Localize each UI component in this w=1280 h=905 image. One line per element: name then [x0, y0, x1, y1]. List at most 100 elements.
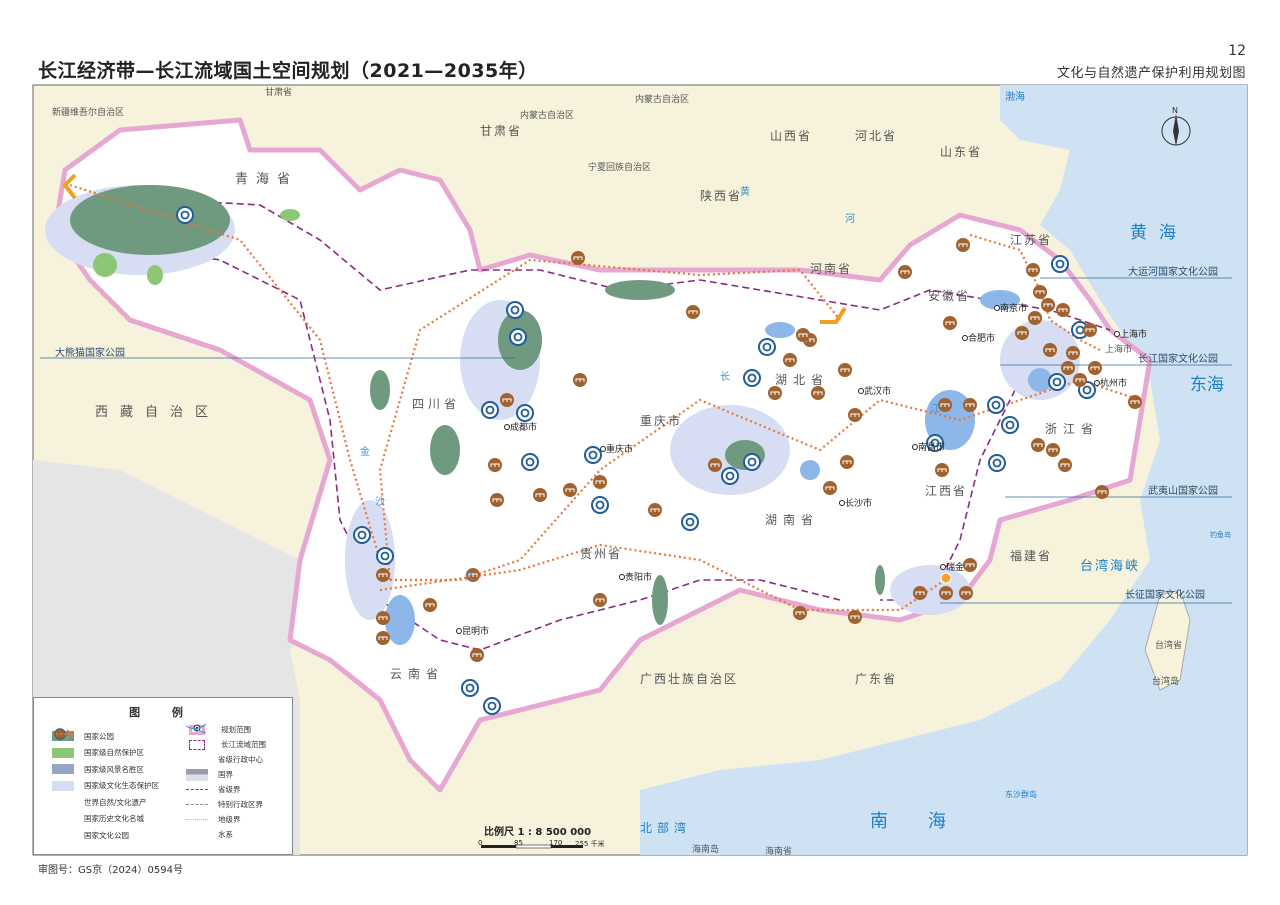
- historic-city-icon[interactable]: [1026, 263, 1040, 277]
- historic-city-icon[interactable]: [793, 606, 807, 620]
- historic-city-icon[interactable]: [848, 610, 862, 624]
- world-heritage-icon[interactable]: [721, 467, 739, 485]
- historic-city-icon[interactable]: [1083, 323, 1097, 337]
- historic-city-icon[interactable]: [1066, 346, 1080, 360]
- historic-city-icon[interactable]: [913, 586, 927, 600]
- world-heritage-icon[interactable]: [521, 453, 539, 471]
- historic-city-icon[interactable]: [963, 558, 977, 572]
- historic-city-icon[interactable]: [488, 458, 502, 472]
- world-heritage-icon[interactable]: [1051, 255, 1069, 273]
- historic-city-icon[interactable]: [423, 598, 437, 612]
- world-heritage-icon: [52, 728, 74, 807]
- capital-dot-icon: [186, 724, 208, 765]
- historic-city-icon[interactable]: [959, 586, 973, 600]
- historic-city-icon[interactable]: [1046, 443, 1060, 457]
- world-heritage-icon[interactable]: [591, 496, 609, 514]
- historic-city-icon[interactable]: [376, 631, 390, 645]
- historic-city-icon[interactable]: [470, 648, 484, 662]
- taiwan-island: [1144, 589, 1191, 691]
- world-heritage-icon[interactable]: [176, 206, 194, 224]
- historic-city-icon[interactable]: [648, 503, 662, 517]
- historic-city-icon[interactable]: [956, 238, 970, 252]
- national-park-area: [70, 185, 230, 255]
- historic-city-icon[interactable]: [1061, 361, 1075, 375]
- historic-city-icon[interactable]: [571, 251, 585, 265]
- world-heritage-icon[interactable]: [987, 396, 1005, 414]
- historic-city-icon[interactable]: [563, 483, 577, 497]
- world-heritage-icon[interactable]: [376, 547, 394, 565]
- historic-city-icon[interactable]: [708, 458, 722, 472]
- river-label: 金: [360, 445, 370, 458]
- province-label: 台湾岛: [1152, 675, 1179, 687]
- historic-city-icon[interactable]: [573, 373, 587, 387]
- historic-city-icon[interactable]: [1088, 361, 1102, 375]
- historic-city-icon[interactable]: [963, 398, 977, 412]
- world-heritage-icon[interactable]: [483, 697, 501, 715]
- capital-dot-icon: [839, 500, 845, 506]
- province-label: 新疆维吾尔自治区: [52, 106, 124, 118]
- world-heritage-icon[interactable]: [681, 513, 699, 531]
- historic-city-icon[interactable]: [1033, 285, 1047, 299]
- historic-city-icon[interactable]: [686, 305, 700, 319]
- historic-city-icon[interactable]: [939, 586, 953, 600]
- world-heritage-icon[interactable]: [584, 446, 602, 464]
- capital-dot-icon: [456, 628, 462, 634]
- historic-city-icon[interactable]: [533, 488, 547, 502]
- historic-city-icon[interactable]: [783, 353, 797, 367]
- historic-city-icon[interactable]: [376, 611, 390, 625]
- province-label: 海南省: [765, 845, 792, 857]
- historic-city-icon[interactable]: [823, 481, 837, 495]
- world-heritage-icon[interactable]: [1048, 373, 1066, 391]
- historic-city-icon[interactable]: [593, 593, 607, 607]
- capital-dot-icon: [1114, 331, 1120, 337]
- legend-item: 水系: [186, 723, 266, 842]
- historic-city-icon[interactable]: [1056, 303, 1070, 317]
- historic-city-icon[interactable]: [1095, 485, 1109, 499]
- historic-city-icon[interactable]: [811, 386, 825, 400]
- callout-label: 大熊猫国家公园: [55, 346, 125, 359]
- world-heritage-icon[interactable]: [758, 338, 776, 356]
- historic-city-icon[interactable]: [1041, 298, 1055, 312]
- world-heritage-icon[interactable]: [461, 679, 479, 697]
- historic-city-icon[interactable]: [1073, 373, 1087, 387]
- province-label: 湖南省: [765, 512, 819, 527]
- historic-city-icon[interactable]: [840, 455, 854, 469]
- historic-city-icon[interactable]: [796, 328, 810, 342]
- historic-city-icon[interactable]: [376, 568, 390, 582]
- historic-city-icon[interactable]: [500, 393, 514, 407]
- province-label: 台湾省: [1155, 639, 1182, 651]
- scale-tick: 170: [549, 839, 563, 847]
- world-heritage-icon[interactable]: [988, 454, 1006, 472]
- world-heritage-icon[interactable]: [1001, 416, 1019, 434]
- historic-city-icon[interactable]: [938, 398, 952, 412]
- province-label: 江苏省: [1010, 233, 1052, 247]
- historic-city-icon[interactable]: [1128, 395, 1142, 409]
- world-heritage-icon[interactable]: [926, 434, 944, 452]
- historic-city-icon[interactable]: [848, 408, 862, 422]
- province-label: 广西壮族自治区: [640, 672, 738, 686]
- city-label: 南京市: [1000, 302, 1027, 314]
- historic-city-icon[interactable]: [490, 493, 504, 507]
- ruijin-marker[interactable]: [940, 572, 952, 584]
- world-heritage-icon[interactable]: [353, 526, 371, 544]
- historic-city-icon[interactable]: [1058, 458, 1072, 472]
- historic-city-icon[interactable]: [898, 265, 912, 279]
- historic-city-icon[interactable]: [466, 568, 480, 582]
- legend-item: 省级界: [186, 782, 266, 797]
- world-heritage-icon[interactable]: [516, 404, 534, 422]
- historic-city-icon[interactable]: [838, 363, 852, 377]
- historic-city-icon[interactable]: [768, 386, 782, 400]
- historic-city-icon[interactable]: [1043, 343, 1057, 357]
- historic-city-icon[interactable]: [1028, 311, 1042, 325]
- historic-city-icon[interactable]: [943, 316, 957, 330]
- legend-label: 长江流域范围: [221, 740, 266, 749]
- world-heritage-icon[interactable]: [481, 401, 499, 419]
- world-heritage-icon[interactable]: [509, 328, 527, 346]
- historic-city-icon[interactable]: [593, 475, 607, 489]
- world-heritage-icon[interactable]: [743, 369, 761, 387]
- world-heritage-icon[interactable]: [506, 301, 524, 319]
- historic-city-icon[interactable]: [935, 463, 949, 477]
- historic-city-icon[interactable]: [1031, 438, 1045, 452]
- historic-city-icon[interactable]: [1015, 326, 1029, 340]
- world-heritage-icon[interactable]: [743, 453, 761, 471]
